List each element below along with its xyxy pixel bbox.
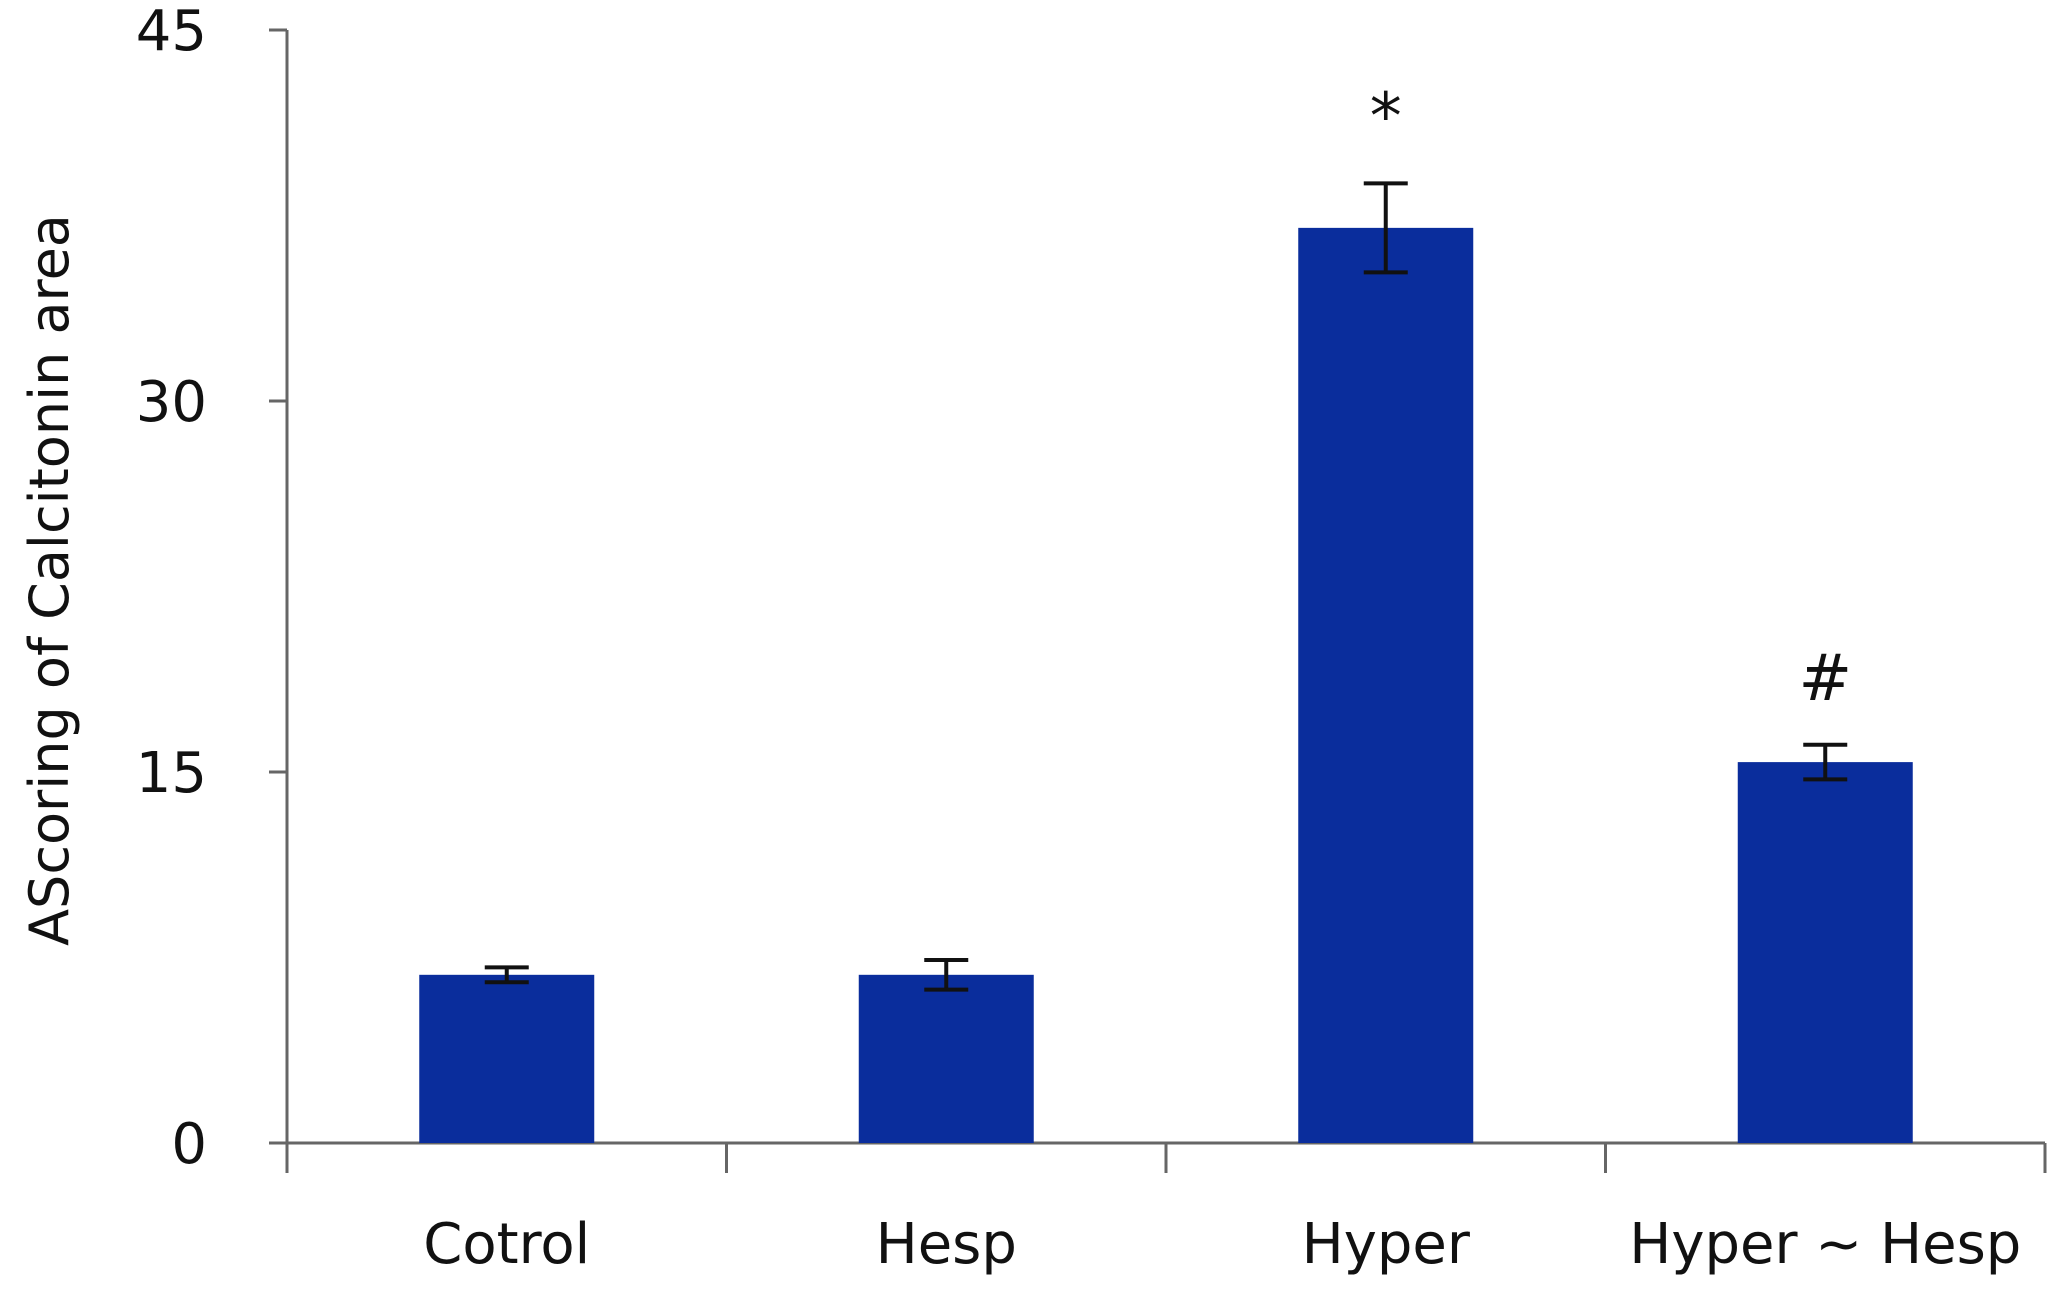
x-axis bbox=[285, 1141, 2047, 1173]
y-tick-label: 45 bbox=[136, 0, 207, 64]
x-category-label: Hyper ~ Hesp bbox=[1629, 1212, 2021, 1277]
significance-marker: # bbox=[1798, 642, 1852, 716]
bar bbox=[1298, 227, 1474, 1143]
y-axis: 0 15 30 45 bbox=[136, 0, 289, 1177]
y-tick-label: 0 bbox=[171, 1112, 207, 1177]
y-axis-title: AScoring of Calcitonin area bbox=[18, 214, 81, 946]
y-tick-label: 30 bbox=[136, 370, 207, 435]
bar bbox=[858, 974, 1034, 1143]
bar bbox=[1737, 762, 1913, 1143]
x-category-label: Hesp bbox=[876, 1212, 1017, 1277]
y-tick-label: 15 bbox=[136, 741, 207, 806]
significance-marker: * bbox=[1370, 80, 1402, 154]
bar bbox=[419, 974, 595, 1143]
x-category-label: Cotrol bbox=[423, 1212, 590, 1277]
bars-group bbox=[419, 227, 1913, 1143]
x-category-label: Hyper bbox=[1302, 1212, 1471, 1277]
labels-group: Cotrol Hesp * Hyper # Hyper ~ Hesp bbox=[423, 80, 2021, 1277]
error-bars-group bbox=[484, 181, 1848, 992]
